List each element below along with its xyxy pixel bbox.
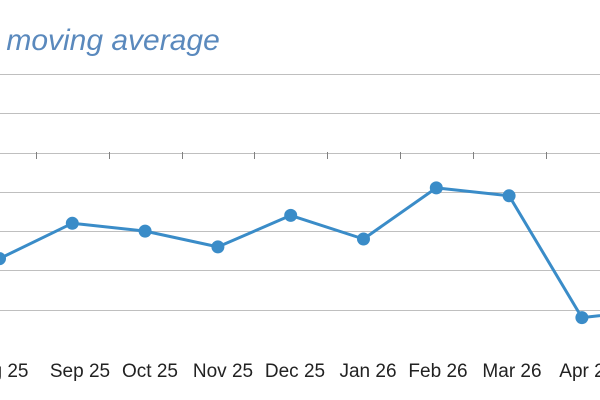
data-point xyxy=(357,232,370,246)
data-points xyxy=(0,181,589,325)
data-point xyxy=(0,252,6,266)
data-point xyxy=(138,224,152,238)
x-axis-tick-label: Mar 26 xyxy=(482,361,541,382)
data-point xyxy=(284,208,298,222)
gridlines xyxy=(0,74,600,311)
data-point xyxy=(575,311,589,325)
data-point xyxy=(65,216,79,230)
data-point xyxy=(502,189,516,203)
x-axis xyxy=(36,152,547,159)
data-point xyxy=(429,181,443,195)
x-axis-tick-label: g 25 xyxy=(0,361,28,382)
x-axis-tick-label: Sep 25 xyxy=(50,361,110,382)
x-axis-tick-label: Dec 25 xyxy=(265,361,325,382)
x-axis-tick-label: Oct 25 xyxy=(122,361,178,382)
x-axis-tick-labels: g 25 Sep 25 Oct 25 Nov 25 Dec 25 Jan 26 Feb 26… xyxy=(0,361,600,382)
x-axis-tick-label: Nov 25 xyxy=(193,361,253,382)
series-line xyxy=(0,186,600,320)
chart-title: r moving average xyxy=(0,24,220,57)
x-axis-tick-label: Jan 26 xyxy=(339,361,396,382)
x-axis-tick-label: Apr 2 xyxy=(559,361,600,382)
data-point xyxy=(211,240,225,254)
series-layer xyxy=(0,186,600,320)
x-axis-tick-label: Feb 26 xyxy=(408,361,467,382)
